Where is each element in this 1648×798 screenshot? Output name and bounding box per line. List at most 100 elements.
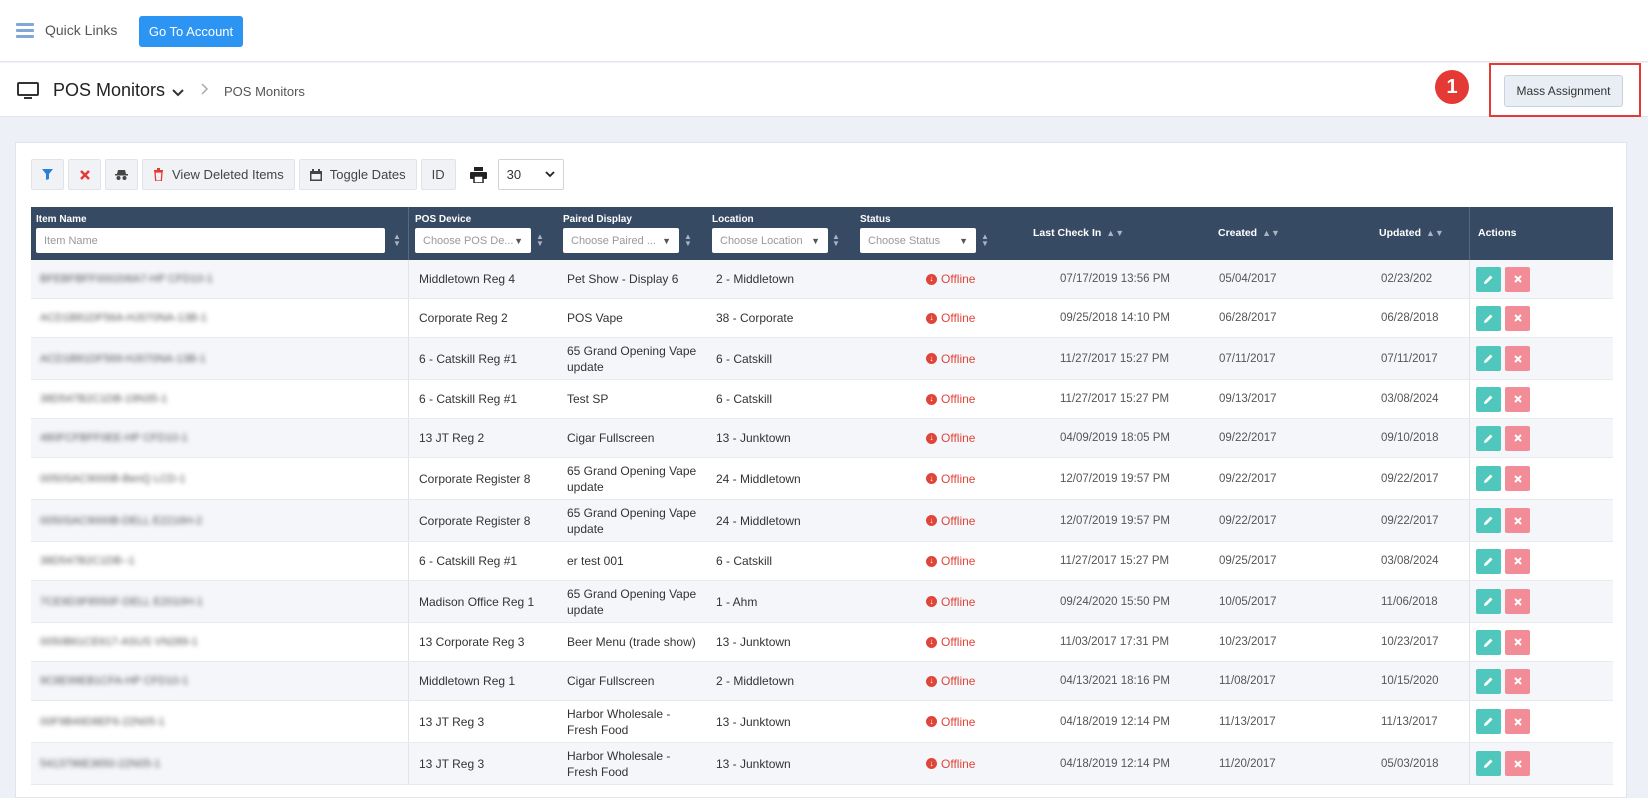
delete-button[interactable]: [1505, 751, 1530, 776]
pencil-icon: [1484, 759, 1493, 768]
delete-button[interactable]: [1505, 709, 1530, 734]
mass-assignment-button[interactable]: Mass Assignment: [1504, 75, 1623, 107]
delete-button[interactable]: [1505, 668, 1530, 694]
sort-icon[interactable]: ▲ ▼: [393, 232, 401, 248]
item-name-filter-input[interactable]: Item Name: [36, 228, 385, 253]
col-paired-display: Paired Display: [563, 214, 632, 225]
status-badge: ↓ Offline: [926, 419, 1016, 457]
edit-button[interactable]: [1476, 548, 1501, 574]
close-icon: [79, 169, 90, 180]
last-check-in-cell: 04/18/2019 12:14 PM: [1060, 715, 1170, 728]
hamburger-icon[interactable]: [16, 23, 34, 38]
id-button[interactable]: ID: [420, 159, 456, 190]
actions-cell: [1476, 701, 1556, 742]
sort-icon[interactable]: ▲ ▼: [832, 232, 840, 248]
status-badge: ↓ Offline: [926, 458, 1016, 499]
col-last-check-in[interactable]: Last Check In ▲▼: [1033, 227, 1125, 239]
close-icon: [1513, 275, 1522, 283]
delete-button[interactable]: [1505, 466, 1530, 491]
updated-cell: 03/08/2024: [1381, 393, 1439, 405]
filter-icon: [42, 169, 53, 180]
view-deleted-items-button[interactable]: View Deleted Items: [142, 159, 295, 190]
created-cell: 09/22/2017: [1219, 472, 1277, 485]
clear-filters-button[interactable]: [68, 159, 101, 190]
delete-button[interactable]: [1505, 629, 1530, 655]
go-to-account-button[interactable]: Go To Account: [139, 16, 243, 47]
status-badge: ↓ Offline: [926, 338, 1016, 379]
delete-button[interactable]: [1505, 346, 1530, 371]
filter-button[interactable]: [31, 159, 64, 190]
table-toolbar: View Deleted Items Toggle Dates ID 30: [31, 158, 564, 191]
arrow-down-circle-icon: ↓: [926, 393, 937, 405]
annotation-box-1: [1489, 63, 1641, 117]
item-name-cell: 38D547B2C1DB-19N35-1: [40, 393, 168, 405]
edit-button[interactable]: [1476, 266, 1501, 292]
incognito-button[interactable]: [105, 159, 138, 190]
col-pos-device: POS Device: [415, 214, 472, 225]
edit-button[interactable]: [1476, 668, 1501, 694]
table-row: 480FCFBFF0EE-HP CFD10-1 13 JT Reg 2 Cigar …: [31, 419, 1613, 458]
delete-button[interactable]: [1505, 386, 1530, 412]
delete-button[interactable]: [1505, 589, 1530, 614]
location-cell: 13 - Junktown: [716, 431, 791, 445]
paired-display-cell: POS Vape: [567, 311, 623, 325]
delete-button[interactable]: [1505, 266, 1530, 292]
paired-display-filter-select[interactable]: Choose Paired ... ▼: [563, 228, 679, 253]
pos-device-filter-select[interactable]: Choose POS De... ▼: [415, 228, 531, 253]
close-icon: [1513, 717, 1522, 726]
created-cell: 06/28/2017: [1219, 312, 1277, 324]
sort-icon[interactable]: ▲ ▼: [981, 232, 989, 248]
edit-button[interactable]: [1476, 386, 1501, 412]
created-cell: 11/13/2017: [1219, 715, 1276, 728]
quick-links-label[interactable]: Quick Links: [45, 22, 118, 38]
status-badge: ↓ Offline: [926, 743, 1016, 784]
created-cell: 09/25/2017: [1219, 555, 1277, 567]
col-created[interactable]: Created ▲▼: [1218, 227, 1280, 239]
actions-cell: [1476, 500, 1556, 541]
status-filter-select[interactable]: Choose Status ▼: [860, 228, 976, 253]
breadcrumb[interactable]: POS Monitors: [224, 84, 305, 99]
col-updated[interactable]: Updated ▲▼: [1379, 227, 1444, 239]
col-location: Location: [712, 214, 754, 225]
chevron-down-icon[interactable]: [172, 85, 184, 100]
edit-button[interactable]: [1476, 589, 1501, 614]
toggle-dates-button[interactable]: Toggle Dates: [298, 159, 417, 190]
edit-button[interactable]: [1476, 751, 1501, 776]
edit-button[interactable]: [1476, 346, 1501, 371]
print-icon[interactable]: [464, 159, 494, 190]
pos-monitors-table: Item Name Item Name ▲ ▼ POS Device Choose…: [31, 207, 1613, 785]
delete-button[interactable]: [1505, 508, 1530, 533]
arrow-down-circle-icon: ↓: [926, 758, 937, 769]
chevron-right-icon: [201, 82, 209, 98]
per-page-select[interactable]: 30: [497, 159, 564, 190]
status-badge: ↓ Offline: [926, 542, 1016, 580]
page-header: POS Monitors POS Monitors Mass Assignmen…: [0, 63, 1648, 117]
col-actions: Actions: [1478, 227, 1517, 239]
actions-cell: [1476, 338, 1556, 379]
sort-icon[interactable]: ▲ ▼: [684, 232, 692, 248]
sort-icon[interactable]: ▲ ▼: [536, 232, 544, 248]
item-name-cell: ACD1B81DF56A-HJ070NA-13B-1: [40, 312, 207, 324]
col-item-name: Item Name: [36, 214, 87, 225]
location-cell: 38 - Corporate: [716, 311, 794, 325]
calendar-icon: [309, 168, 322, 181]
delete-button[interactable]: [1505, 425, 1530, 451]
pencil-icon: [1484, 717, 1493, 726]
updated-cell: 05/03/2018: [1381, 757, 1439, 770]
edit-button[interactable]: [1476, 709, 1501, 734]
close-icon: [1513, 638, 1522, 646]
top-bar: Quick Links Go To Account: [0, 0, 1648, 62]
edit-button[interactable]: [1476, 305, 1501, 331]
delete-button[interactable]: [1505, 548, 1530, 574]
edit-button[interactable]: [1476, 508, 1501, 533]
close-icon: [1513, 516, 1522, 525]
edit-button[interactable]: [1476, 629, 1501, 655]
pencil-icon: [1484, 434, 1493, 443]
delete-button[interactable]: [1505, 305, 1530, 331]
location-filter-select[interactable]: Choose Location ▼: [712, 228, 828, 253]
pencil-icon: [1484, 677, 1493, 686]
edit-button[interactable]: [1476, 466, 1501, 491]
edit-button[interactable]: [1476, 425, 1501, 451]
actions-cell: [1476, 260, 1556, 298]
item-name-cell: 0050B61CE617-ASUS VN289-1: [40, 636, 198, 648]
